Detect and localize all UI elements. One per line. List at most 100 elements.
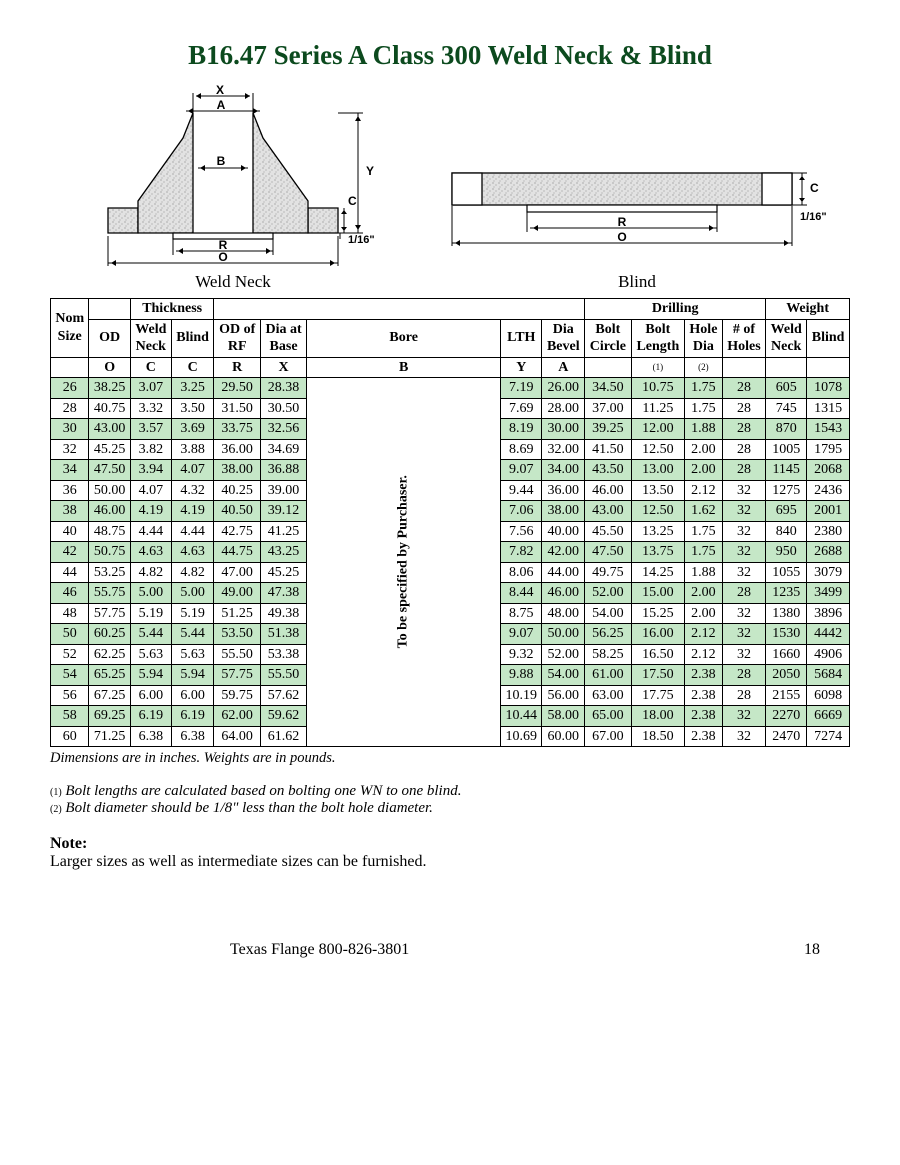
table-cell: 3.50 (171, 398, 214, 419)
table-cell: 50 (51, 624, 89, 645)
table-cell: 46.00 (585, 480, 632, 501)
table-cell: 2380 (807, 521, 850, 542)
note-block: Note: Larger sizes as well as intermedia… (50, 835, 850, 871)
table-cell: 62.00 (214, 706, 260, 727)
table-cell: 4.44 (171, 521, 214, 542)
th-blind: Blind (171, 319, 214, 357)
table-cell: 42 (51, 542, 89, 563)
table-cell: 3.57 (130, 419, 171, 440)
table-cell: 6.19 (130, 706, 171, 727)
th-sym-b: B (307, 357, 501, 378)
table-cell: 53.25 (89, 562, 130, 583)
table-cell: 47.00 (214, 562, 260, 583)
table-cell: 4442 (807, 624, 850, 645)
table-cell: 42.75 (214, 521, 260, 542)
table-cell: 1275 (766, 480, 807, 501)
dim-sixteenth-label: 1/16" (348, 234, 375, 246)
table-cell: 45.25 (260, 562, 306, 583)
th-lth: LTH (501, 319, 542, 357)
table-cell: 55.50 (214, 644, 260, 665)
blind-caption: Blind (432, 272, 842, 292)
table-cell: 65.25 (89, 665, 130, 686)
table-cell: 2001 (807, 501, 850, 522)
table-cell: 2436 (807, 480, 850, 501)
dim-o-label: O (218, 250, 227, 264)
table-cell: 50.00 (542, 624, 585, 645)
table-cell: 30.00 (542, 419, 585, 440)
footnote-2-num: (2) (50, 804, 62, 815)
table-cell: 28.38 (260, 378, 306, 399)
table-cell: 49.75 (585, 562, 632, 583)
table-cell: 44.00 (542, 562, 585, 583)
table-cell: 50.00 (89, 480, 130, 501)
table-cell: 13.50 (631, 480, 685, 501)
th-weight-blind: Blind (807, 319, 850, 357)
th-weight: Weight (766, 299, 850, 320)
table-cell: 1145 (766, 460, 807, 481)
table-cell: 53.38 (260, 644, 306, 665)
table-cell: 4906 (807, 644, 850, 665)
table-cell: 65.00 (585, 706, 632, 727)
th-fn2: (2) (685, 357, 723, 378)
table-cell: 28 (722, 665, 765, 686)
blind-dim-o: O (617, 230, 626, 244)
dim-b-label: B (217, 154, 226, 168)
table-cell: 53.50 (214, 624, 260, 645)
table-cell: 2.38 (685, 706, 723, 727)
table-cell: 2.38 (685, 685, 723, 706)
table-cell: 950 (766, 542, 807, 563)
table-cell: 3896 (807, 603, 850, 624)
table-cell: 6.00 (171, 685, 214, 706)
table-cell: 29.50 (214, 378, 260, 399)
table-cell: 16.50 (631, 644, 685, 665)
table-cell: 7274 (807, 726, 850, 747)
table-cell: 2470 (766, 726, 807, 747)
footnotes: (1) Bolt lengths are calculated based on… (50, 783, 850, 817)
table-cell: 32 (722, 624, 765, 645)
table-cell: 10.69 (501, 726, 542, 747)
table-cell: 46.00 (542, 583, 585, 604)
table-cell: 9.07 (501, 624, 542, 645)
th-dia-bevel: DiaBevel (542, 319, 585, 357)
table-cell: 60.25 (89, 624, 130, 645)
th-sym-c1: C (130, 357, 171, 378)
th-bore: Bore (307, 319, 501, 357)
table-cell: 8.44 (501, 583, 542, 604)
table-cell: 54.00 (542, 665, 585, 686)
table-cell: 39.12 (260, 501, 306, 522)
table-cell: 60 (51, 726, 89, 747)
table-cell: 1005 (766, 439, 807, 460)
table-cell: 13.25 (631, 521, 685, 542)
table-cell: 40.50 (214, 501, 260, 522)
th-bolt-circle: BoltCircle (585, 319, 632, 357)
table-cell: 1530 (766, 624, 807, 645)
bore-spec-cell: To be specified by Purchaser. (307, 378, 501, 747)
table-cell: 54.00 (585, 603, 632, 624)
table-cell: 8.06 (501, 562, 542, 583)
table-cell: 71.25 (89, 726, 130, 747)
table-cell: 43.50 (585, 460, 632, 481)
table-cell: 49.38 (260, 603, 306, 624)
table-cell: 50.75 (89, 542, 130, 563)
table-cell: 32 (722, 726, 765, 747)
table-cell: 30.50 (260, 398, 306, 419)
table-cell: 7.56 (501, 521, 542, 542)
th-od: OD (89, 319, 130, 357)
table-cell: 1.75 (685, 542, 723, 563)
table-cell: 1.88 (685, 562, 723, 583)
table-cell: 26.00 (542, 378, 585, 399)
table-cell: 8.75 (501, 603, 542, 624)
table-cell: 43.00 (585, 501, 632, 522)
table-cell: 3.69 (171, 419, 214, 440)
th-sym-a: A (542, 357, 585, 378)
table-cell: 38 (51, 501, 89, 522)
table-cell: 2688 (807, 542, 850, 563)
table-cell: 34 (51, 460, 89, 481)
table-cell: 34.00 (542, 460, 585, 481)
table-cell: 7.06 (501, 501, 542, 522)
table-cell: 2050 (766, 665, 807, 686)
th-sym-c2: C (171, 357, 214, 378)
dim-a-label: A (217, 98, 226, 112)
table-cell: 17.75 (631, 685, 685, 706)
table-cell: 32 (722, 562, 765, 583)
